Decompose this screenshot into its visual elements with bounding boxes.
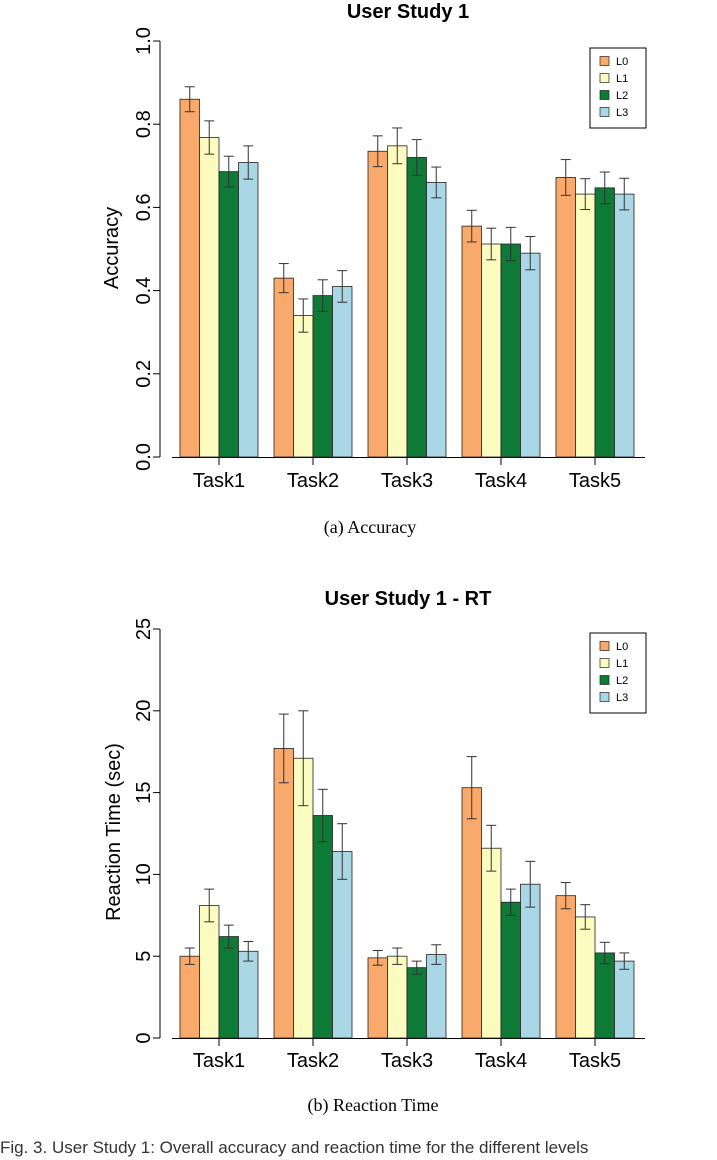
- bar: [481, 847, 502, 1039]
- y-tick-label: 0.8: [133, 110, 155, 138]
- y-tick-label: 0.2: [133, 360, 155, 388]
- x-tick-label: Task3: [381, 470, 433, 492]
- legend-box: [589, 47, 647, 129]
- legend-box: [589, 632, 647, 714]
- x-tick-label: Task5: [569, 470, 621, 492]
- bar: [387, 955, 408, 1039]
- x-axis: Task1 Task2 Task3 Task4 Task5: [172, 1038, 645, 1072]
- legend-label: L1: [616, 658, 628, 670]
- chart-title: User Study 1: [347, 1, 469, 23]
- legend-label: L0: [616, 56, 628, 68]
- error-bars: [184, 86, 630, 333]
- y-axis-title: Reaction Time (sec): [103, 743, 125, 921]
- bar: [218, 936, 239, 1039]
- bar: [461, 787, 482, 1039]
- x-tick-label: Task5: [569, 1050, 621, 1072]
- chart-caption: (b) Reaction Time: [308, 1095, 439, 1116]
- x-tick-label: Task2: [287, 1050, 339, 1072]
- error-bars: [184, 710, 630, 975]
- figure-caption: Fig. 3. User Study 1: Overall accuracy a…: [0, 1138, 589, 1157]
- x-tick-label: Task2: [287, 470, 339, 492]
- bar: [238, 162, 259, 458]
- bar: [461, 225, 482, 458]
- bar: [312, 295, 333, 458]
- bar: [199, 137, 220, 458]
- legend-swatch: [599, 107, 610, 117]
- legend: L0 L1 L2 L3: [589, 632, 647, 714]
- legend-swatch: [599, 658, 610, 668]
- bar: [594, 952, 615, 1039]
- y-tick-label: 20: [133, 700, 155, 722]
- bar: [575, 193, 596, 458]
- bar: [426, 954, 447, 1039]
- bar: [293, 315, 314, 458]
- bar: [218, 171, 239, 458]
- legend: L0 L1 L2 L3: [589, 47, 647, 129]
- y-tick-label: 15: [133, 781, 155, 803]
- accuracy-chart: User Study 1 0.00.20.40.60.81.0 Task1 Tas…: [101, 1, 647, 538]
- legend-label: L2: [616, 90, 628, 102]
- bar: [273, 748, 294, 1039]
- y-tick-label: 0.6: [133, 193, 155, 221]
- bar: [481, 243, 502, 458]
- bar: [332, 286, 353, 458]
- legend-swatch: [599, 641, 610, 651]
- bar: [367, 150, 388, 458]
- bar: [406, 157, 427, 458]
- legend-label: L1: [616, 73, 628, 85]
- legend-swatch: [599, 56, 610, 66]
- y-tick-label: 25: [133, 618, 155, 640]
- legend-label: L2: [616, 675, 628, 687]
- y-tick-label: 0.4: [133, 277, 155, 305]
- y-tick-label: 0.0: [133, 443, 155, 471]
- x-tick-label: Task4: [475, 1050, 527, 1072]
- legend-swatch: [599, 90, 610, 100]
- bar: [555, 177, 576, 458]
- x-tick-label: Task1: [193, 1050, 245, 1072]
- bars: [179, 98, 635, 458]
- chart-caption: (a) Accuracy: [324, 517, 416, 538]
- legend-swatch: [599, 692, 610, 702]
- y-axis: 0.0 0.2 0.4 0.6 0.8 1.0: [133, 27, 161, 471]
- bar: [273, 277, 294, 458]
- x-tick-label: Task3: [381, 1050, 433, 1072]
- bar: [594, 187, 615, 458]
- y-tick-label: 5: [133, 951, 155, 962]
- bar: [500, 901, 521, 1039]
- bar: [500, 243, 521, 458]
- legend-label: L3: [616, 692, 628, 704]
- bar: [238, 950, 259, 1039]
- bar: [555, 895, 576, 1039]
- bar: [312, 815, 333, 1039]
- bar: [367, 957, 388, 1039]
- chart-title: User Study 1 - RT: [325, 588, 492, 610]
- y-tick-label: 10: [133, 863, 155, 885]
- bar: [406, 967, 427, 1039]
- x-axis: Task1 Task2 Task3 Task4 Task5: [172, 457, 645, 492]
- x-tick-label: Task1: [193, 470, 245, 492]
- bar: [179, 98, 200, 458]
- bar: [575, 916, 596, 1039]
- y-axis: 0 5 10 15 20 25: [133, 618, 161, 1044]
- y-tick-label: 1.0: [133, 27, 155, 55]
- bar: [199, 905, 220, 1039]
- y-tick-label: 0: [133, 1032, 155, 1043]
- x-tick-label: Task4: [475, 470, 527, 492]
- bar: [520, 252, 541, 458]
- legend-label: L0: [616, 641, 628, 653]
- legend-swatch: [599, 73, 610, 83]
- bar: [614, 960, 635, 1039]
- bar: [387, 145, 408, 458]
- y-axis-title: Accuracy: [101, 207, 123, 289]
- bars: [179, 748, 635, 1039]
- bar: [426, 182, 447, 458]
- legend-swatch: [599, 675, 610, 685]
- bar: [179, 955, 200, 1039]
- legend-label: L3: [616, 107, 628, 119]
- bar: [614, 193, 635, 458]
